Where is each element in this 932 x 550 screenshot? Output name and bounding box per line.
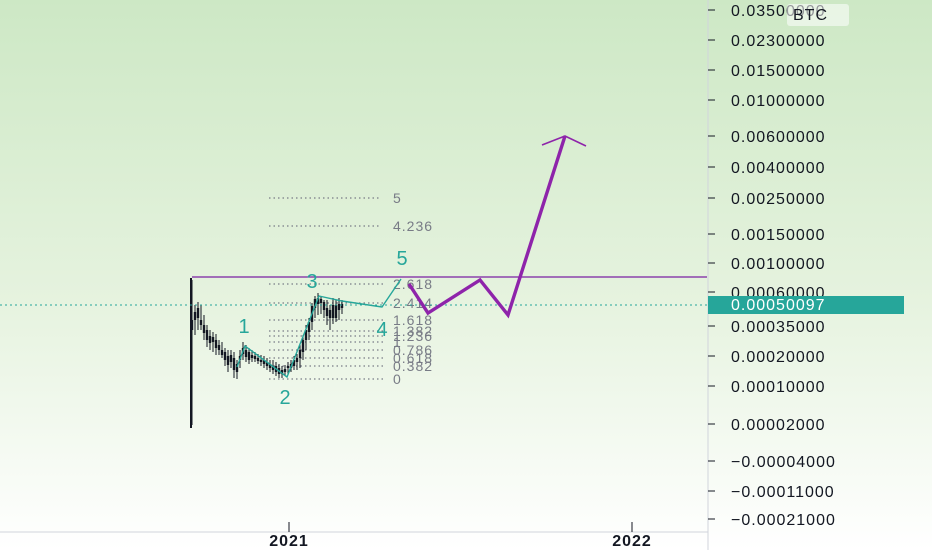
- candle-body: [244, 350, 248, 357]
- price-tick-label: 0.01000000: [731, 93, 826, 110]
- candle-body: [211, 337, 215, 342]
- candle-body: [265, 362, 269, 366]
- candle-body: [331, 305, 335, 318]
- candle-body: [334, 305, 338, 318]
- fib-level-label: 1.382: [393, 323, 433, 339]
- wave-label: 5: [396, 248, 407, 270]
- price-tick-label: −0.00011000: [731, 484, 835, 501]
- price-tick-label: 0.00100000: [731, 256, 826, 273]
- candle-body: [301, 340, 305, 352]
- fib-level-label: 0.382: [393, 358, 433, 374]
- wave-label: 1: [238, 316, 249, 338]
- time-tick-label: 2021: [269, 533, 309, 550]
- candle-body: [319, 299, 323, 303]
- fib-level-label: 5: [393, 190, 402, 206]
- candle-body: [253, 356, 257, 359]
- candle-body: [217, 345, 221, 350]
- candle-body: [247, 352, 251, 360]
- price-tick-label: 0.00150000: [731, 227, 826, 244]
- fib-level-label: 2.618: [393, 276, 433, 292]
- current-price-label: 0.00050097: [731, 297, 826, 314]
- candle-body: [304, 330, 308, 340]
- candle-body: [214, 340, 218, 348]
- candle-body: [280, 370, 284, 374]
- price-tick-label: 0.01500000: [731, 63, 826, 80]
- fib-level-label: 1.618: [393, 312, 433, 328]
- price-tick-label: 0.02300000: [731, 33, 826, 50]
- current-price-badge: [708, 296, 904, 314]
- elliott-wave-line: [236, 278, 402, 379]
- price-tick-label: −0.00004000: [731, 454, 836, 471]
- price-tick-label: 0.00600000: [731, 129, 826, 146]
- candle-body: [292, 360, 296, 366]
- candle-body: [325, 308, 329, 316]
- fib-level-label: 0: [393, 371, 402, 387]
- price-tick-label: 0.00035000: [731, 319, 826, 336]
- candle-body: [262, 360, 266, 364]
- projection-arrowhead: [541, 135, 587, 147]
- fib-level-label: 1.236: [393, 328, 433, 344]
- candle-body: [283, 369, 287, 372]
- candle-body: [271, 366, 275, 370]
- candle-body: [298, 350, 302, 358]
- candle-body: [232, 358, 236, 370]
- candle-body: [235, 364, 239, 372]
- price-tick-label: 0.00250000: [731, 191, 826, 208]
- price-tick-label: 0.00020000: [731, 349, 826, 366]
- candle-body: [250, 355, 254, 358]
- wave-label: 3: [306, 271, 317, 293]
- candle-body: [286, 366, 290, 368]
- candle-body: [316, 298, 320, 304]
- candle-body: [268, 364, 272, 368]
- candle-body: [337, 304, 341, 310]
- candle-body: [199, 320, 203, 325]
- candle-body: [193, 312, 197, 320]
- candle-body: [259, 360, 263, 362]
- candle-body: [256, 358, 260, 361]
- candle-body: [322, 302, 326, 310]
- candle-body: [208, 336, 212, 343]
- candle-body: [220, 350, 224, 355]
- candle-body: [340, 304, 344, 308]
- projection-path: [407, 135, 567, 319]
- wave-label: 2: [279, 387, 290, 409]
- currency-badge: [787, 4, 849, 26]
- candle-body: [295, 358, 299, 362]
- candle-body: [202, 325, 206, 333]
- price-tick-label: −0.00021000: [731, 512, 836, 529]
- fib-level-label: 0.786: [393, 342, 433, 358]
- candle-body: [223, 352, 227, 360]
- candle-body: [226, 356, 230, 365]
- price-tick-label: 0.00010000: [731, 379, 826, 396]
- candle-body: [307, 322, 311, 332]
- price-tick-label: 0.00002000: [731, 417, 826, 434]
- candle-body: [313, 299, 317, 308]
- currency-label: BTC: [793, 7, 828, 24]
- candle-body: [229, 355, 233, 362]
- time-tick-label: 2022: [612, 533, 652, 550]
- fib-level-label: 0.618: [393, 350, 433, 366]
- candle-body: [328, 310, 332, 318]
- price-tick-label: 0.00400000: [731, 160, 826, 177]
- candle-body: [196, 308, 200, 318]
- wave-label: 4: [376, 319, 387, 341]
- fib-level-label: 4.236: [393, 218, 433, 234]
- candle-body: [205, 330, 209, 340]
- fib-level-label: 1: [393, 334, 402, 350]
